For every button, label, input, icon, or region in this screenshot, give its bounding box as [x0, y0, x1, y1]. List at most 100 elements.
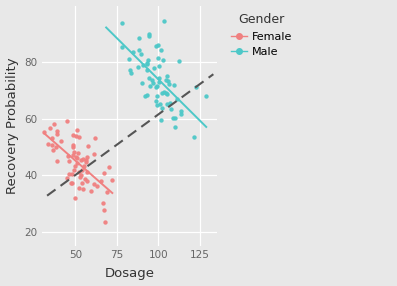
- Point: [138, 51, 145, 56]
- Point: [104, 190, 110, 194]
- Point: [166, 82, 172, 86]
- Point: [156, 102, 163, 107]
- Point: [73, 155, 79, 160]
- Point: [74, 160, 81, 165]
- Point: [127, 70, 134, 75]
- Point: [130, 50, 136, 55]
- Point: [177, 112, 184, 117]
- Point: [102, 220, 108, 224]
- Point: [172, 116, 178, 121]
- Point: [163, 91, 170, 96]
- Point: [155, 56, 161, 61]
- Point: [145, 57, 151, 62]
- Point: [171, 83, 177, 88]
- Point: [75, 135, 82, 139]
- Point: [72, 196, 78, 200]
- Point: [54, 131, 60, 136]
- Point: [153, 98, 160, 103]
- Point: [135, 65, 141, 69]
- Point: [127, 68, 133, 73]
- Point: [142, 94, 148, 98]
- Point: [164, 102, 170, 107]
- Point: [69, 181, 75, 185]
- Point: [203, 94, 209, 98]
- Point: [158, 48, 164, 52]
- Point: [143, 61, 150, 65]
- Point: [83, 159, 89, 164]
- Point: [82, 176, 88, 181]
- Point: [109, 178, 116, 182]
- Point: [54, 129, 60, 134]
- Point: [164, 92, 170, 97]
- X-axis label: Dosage: Dosage: [104, 267, 154, 281]
- Point: [103, 0, 109, 1]
- Point: [146, 84, 153, 89]
- Point: [172, 124, 179, 129]
- Point: [76, 186, 82, 190]
- Y-axis label: Recovery Probability: Recovery Probability: [6, 57, 19, 194]
- Point: [83, 179, 90, 184]
- Point: [161, 19, 167, 24]
- Point: [84, 170, 91, 174]
- Point: [58, 138, 64, 143]
- Point: [101, 208, 107, 212]
- Point: [177, 109, 184, 113]
- Point: [164, 74, 171, 79]
- Point: [150, 81, 156, 85]
- Point: [71, 164, 78, 169]
- Point: [173, 96, 180, 101]
- Point: [106, 165, 112, 170]
- Point: [66, 171, 72, 176]
- Point: [54, 159, 60, 164]
- Point: [91, 151, 97, 156]
- Point: [153, 84, 160, 88]
- Point: [119, 44, 125, 49]
- Point: [145, 31, 152, 36]
- Point: [125, 57, 132, 62]
- Point: [41, 130, 48, 134]
- Point: [159, 58, 166, 62]
- Point: [193, 85, 199, 90]
- Point: [146, 34, 152, 39]
- Point: [70, 153, 76, 157]
- Point: [81, 164, 88, 169]
- Point: [154, 102, 160, 107]
- Point: [118, 20, 125, 25]
- Point: [154, 94, 160, 98]
- Point: [67, 181, 74, 185]
- Point: [73, 128, 80, 132]
- Point: [155, 64, 162, 68]
- Point: [97, 179, 104, 183]
- Point: [44, 142, 51, 147]
- Point: [71, 167, 77, 172]
- Point: [66, 159, 73, 164]
- Point: [88, 188, 94, 193]
- Point: [78, 172, 84, 177]
- Point: [70, 143, 76, 148]
- Point: [156, 76, 162, 81]
- Point: [85, 144, 91, 148]
- Point: [91, 182, 98, 186]
- Point: [69, 145, 76, 149]
- Point: [159, 106, 165, 111]
- Point: [101, 171, 107, 176]
- Point: [153, 44, 160, 49]
- Point: [149, 78, 155, 83]
- Point: [144, 93, 150, 97]
- Point: [93, 184, 100, 188]
- Point: [153, 85, 159, 89]
- Point: [74, 156, 80, 160]
- Point: [168, 107, 174, 111]
- Point: [136, 47, 143, 52]
- Point: [167, 100, 173, 105]
- Point: [156, 80, 162, 84]
- Point: [79, 181, 86, 186]
- Point: [151, 66, 158, 70]
- Point: [154, 43, 161, 47]
- Point: [191, 135, 197, 140]
- Point: [84, 155, 90, 160]
- Point: [70, 133, 76, 137]
- Point: [77, 174, 83, 179]
- Point: [79, 157, 86, 162]
- Point: [144, 67, 150, 72]
